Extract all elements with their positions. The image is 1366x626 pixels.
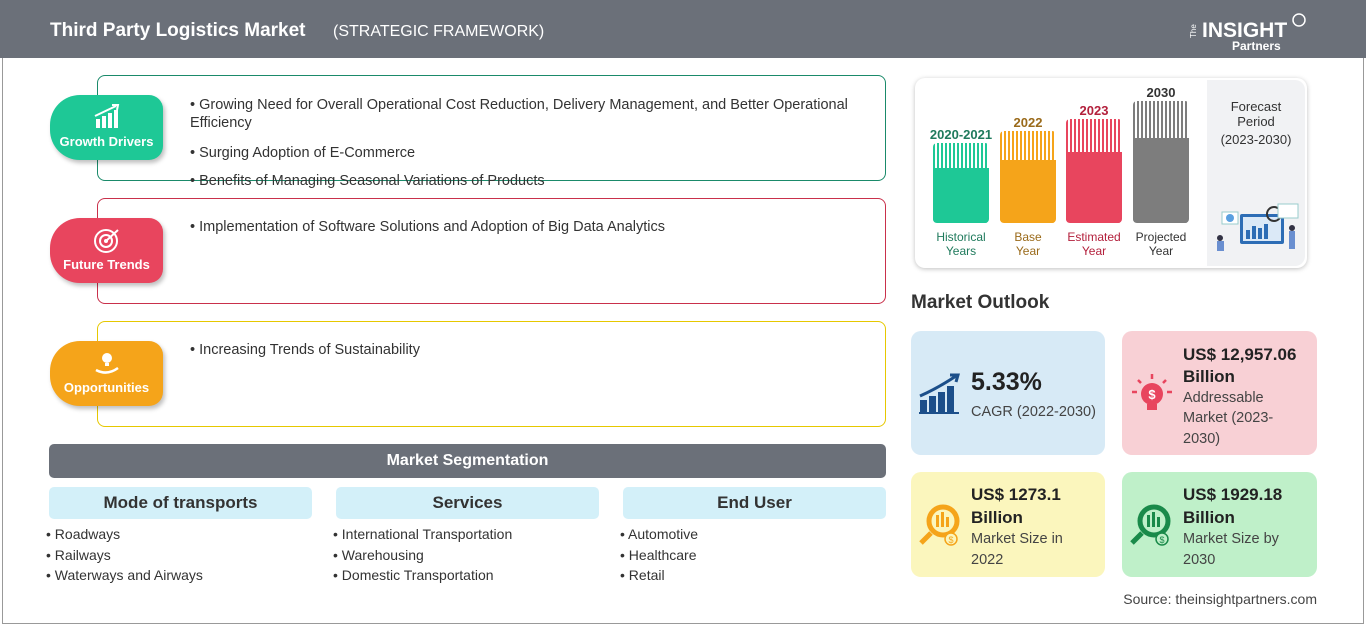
growth-drivers-label: Growth Drivers [59, 134, 154, 149]
market-size-2030-label: Market Size by [1183, 531, 1279, 547]
market-size-2022-label: 2022 [971, 552, 1004, 568]
segment-item: Warehousing [333, 547, 424, 563]
segment-title: Mode of transports [49, 487, 312, 519]
segment-item: Retail [620, 567, 665, 583]
market-size-2022-label: Market Size in [971, 531, 1063, 547]
market-size-2030-label: 2030 [1183, 552, 1216, 568]
timeline-bar [1066, 119, 1122, 223]
forecast-text: Period [1237, 114, 1275, 129]
market-outlook-title: Market Outlook [911, 292, 1050, 313]
future-trends-box [97, 198, 886, 304]
growth-chart-icon [918, 372, 962, 421]
magnifier-chart-icon: $ [1128, 503, 1174, 554]
timeline-label: Projected [1135, 230, 1187, 244]
timeline-label: Years [945, 244, 977, 258]
timeline-bar [933, 143, 989, 223]
header-bar [0, 0, 1366, 58]
svg-text:$: $ [1159, 535, 1164, 545]
analytics-illustration-icon [1212, 200, 1302, 260]
svg-text:$: $ [1148, 387, 1156, 402]
growth-driver-item: Benefits of Managing Seasonal Variations… [190, 172, 545, 190]
target-icon [50, 227, 163, 253]
svg-text:The: The [1190, 24, 1198, 38]
timeline-bar [1000, 131, 1056, 223]
addressable-market-label: Market (2023- [1183, 410, 1274, 426]
segment-item: Domestic Transportation [333, 567, 494, 583]
growth-driver-item: Growing Need for Overall Operational Cos… [190, 96, 880, 132]
cagr-label: CAGR (2022-2030) [971, 404, 1096, 420]
forecast-text: Forecast [1230, 99, 1282, 114]
source-text: Source: theinsightpartners.com [1123, 591, 1317, 607]
market-size-2022-unit: Billion [971, 508, 1023, 527]
cagr-value: 5.33% [971, 368, 1042, 396]
insight-partners-logo: The INSIGHT Partners [1189, 10, 1310, 53]
timeline-bar-fill [933, 168, 989, 223]
addressable-market-unit: Billion [1183, 367, 1235, 386]
timeline-year: 2020-2021 [929, 127, 993, 142]
future-trend-item: Implementation of Software Solutions and… [190, 218, 665, 236]
timeline-bar-fill [1000, 160, 1056, 223]
opportunities-pill: Opportunities [50, 341, 163, 406]
timeline-bar-fill [1066, 152, 1122, 223]
timeline-label: Year [1148, 244, 1174, 258]
timeline-year: 2030 [1146, 85, 1176, 100]
timeline-label: Historical [936, 230, 986, 244]
market-size-2030-value: US$ 1929.18 [1183, 485, 1283, 504]
segment-item: Automotive [620, 526, 698, 542]
addressable-market-label: 2030) [1183, 431, 1221, 447]
magnifier-chart-icon: $ [917, 503, 963, 554]
opportunities-label: Opportunities [63, 380, 150, 395]
svg-text:Partners: Partners [1232, 39, 1281, 52]
content-frame [2, 58, 1364, 624]
timeline-year: 2022 [1013, 115, 1043, 130]
growth-driver-item: Surging Adoption of E-Commerce [190, 144, 415, 162]
segment-item: Roadways [46, 526, 120, 542]
forecast-period-label: Forecast Period (2023-2030) [1207, 99, 1305, 147]
segment-item: Healthcare [620, 547, 697, 563]
opportunities-box [97, 321, 886, 427]
segment-title: Services [336, 487, 599, 519]
opportunity-item: Increasing Trends of Sustainability [190, 341, 420, 359]
growth-drivers-pill: Growth Drivers [50, 95, 163, 160]
market-size-2022-value: US$ 1273.1 [971, 485, 1061, 504]
segment-item: Railways [46, 547, 111, 563]
timeline-label: Estimated [1067, 230, 1121, 244]
growth-chart-icon [50, 104, 163, 130]
future-trends-pill: Future Trends [50, 218, 163, 283]
lightbulb-hand-icon [50, 350, 163, 376]
timeline-bar [1133, 101, 1189, 223]
segment-title: End User [623, 487, 886, 519]
page-subtitle: (STRATEGIC FRAMEWORK) [333, 23, 545, 40]
market-segmentation-header: Market Segmentation [49, 444, 886, 478]
addressable-market-value: US$ 12,957.06 [1183, 345, 1297, 364]
segment-item: Waterways and Airways [46, 567, 203, 583]
page-title: Third Party Logistics Market [50, 20, 306, 41]
addressable-market-label: Addressable [1183, 390, 1264, 406]
forecast-years: (2023-2030) [1220, 132, 1292, 147]
svg-text:$: $ [948, 535, 953, 545]
svg-text:INSIGHT: INSIGHT [1202, 19, 1287, 42]
segment-item: International Transportation [333, 526, 512, 542]
timeline-label: Base [1014, 230, 1042, 244]
lightbulb-dollar-icon: $ [1130, 372, 1174, 421]
future-trends-label: Future Trends [63, 257, 150, 272]
timeline-year: 2023 [1079, 103, 1109, 118]
timeline-label: Year [1081, 244, 1107, 258]
timeline-bar-fill [1133, 138, 1189, 223]
timeline-label: Year [1015, 244, 1041, 258]
market-size-2030-unit: Billion [1183, 508, 1235, 527]
